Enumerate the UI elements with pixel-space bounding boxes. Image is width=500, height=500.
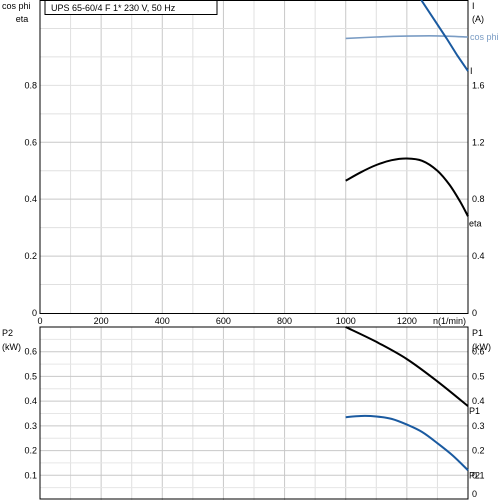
bottom-left-tick-label: 0.6	[24, 347, 37, 357]
right-tick-label: 1.2	[472, 137, 485, 147]
bottom-left-tick-label: 0.3	[24, 421, 37, 431]
bottom-series: P1 P2	[345, 326, 480, 480]
left-tick-label: 0.2	[24, 251, 37, 261]
bottom-left-tick-label: 0.2	[24, 446, 37, 456]
top-grid	[40, 0, 468, 313]
series-line-p2	[345, 414, 469, 472]
series-line-eta	[345, 157, 469, 217]
bottom-right-tick-label: 0.2	[472, 446, 485, 456]
series-line-i	[420, 0, 469, 72]
series-label-p1: P1	[469, 406, 480, 416]
right-axis-label-unit: (A)	[472, 14, 484, 24]
top-axis-labels: 0 200 400 600 800 1000 1200 0 0.2 0.4 0.6 0.8 0 0.4 0.…	[2, 1, 485, 326]
bottom-plot-frame	[39, 326, 469, 500]
top-chart: eta cos phi I 0 200 400 600 800 1000 1200 0 0.2 0.4…	[2, 0, 499, 326]
bottom-left-axis-label-p2: P2	[2, 328, 13, 338]
series-line-cos-phi	[345, 35, 469, 40]
left-axis-label-cosphi: cos phi	[2, 1, 31, 11]
bottom-axis-labels: 0.1 0.2 0.3 0.4 0.5 0.6 0 0.1 0.2 0.3 0.4 0.5 0.6 P2 (…	[2, 328, 491, 499]
x-tick-label: 600	[216, 316, 231, 326]
bottom-left-axis-unit: (kW)	[2, 342, 21, 352]
bottom-right-axis-unit: (kW)	[472, 342, 491, 352]
title-box	[44, 0, 218, 15]
right-tick-label: 0.4	[472, 251, 485, 261]
bottom-right-tick-label: 0.3	[472, 421, 485, 431]
bottom-right-tick-label: 0.1	[472, 470, 485, 480]
bottom-right-axis-label-p1: P1	[472, 328, 483, 338]
series-line-p1	[345, 326, 469, 407]
bottom-left-tick-label: 0.1	[24, 470, 37, 480]
bottom-right-tick-label: 0	[472, 489, 477, 499]
chart-title: UPS 65-60/4 F 1* 230 V, 50 Hz	[51, 3, 176, 13]
left-tick-label: 0.8	[24, 80, 37, 90]
series-label-cos-phi: cos phi	[470, 32, 499, 42]
bottom-right-tick-label: 0.4	[472, 396, 485, 406]
left-tick-label: 0.6	[24, 137, 37, 147]
x-tick-label: 1000	[336, 316, 356, 326]
right-axis-label-i: I	[472, 1, 475, 11]
left-tick-label: 0	[32, 308, 37, 318]
bottom-right-tick-label: 0.5	[472, 371, 485, 381]
left-tick-label: 0.4	[24, 194, 37, 204]
series-label-eta: eta	[469, 218, 482, 228]
top-plot-frame	[39, 0, 469, 314]
right-tick-label: 1.6	[472, 80, 485, 90]
x-tick-label: 0	[37, 316, 42, 326]
bottom-grid	[40, 327, 468, 500]
x-tick-label: 1200	[397, 316, 417, 326]
bottom-right-tick-label: 0.6	[472, 347, 485, 357]
x-tick-label: 400	[155, 316, 170, 326]
bottom-left-tick-label: 0.5	[24, 371, 37, 381]
x-axis-label: n(1/min)	[433, 316, 466, 326]
left-axis-label-eta: eta	[16, 14, 29, 24]
x-tick-label: 800	[277, 316, 292, 326]
series-label-i: I	[470, 66, 473, 76]
right-tick-label: 0.8	[472, 194, 485, 204]
series-label-p2: P2	[469, 470, 480, 480]
top-series: eta cos phi I	[345, 0, 499, 228]
x-tick-label: 200	[94, 316, 109, 326]
bottom-left-tick-label: 0.4	[24, 396, 37, 406]
right-tick-label: 0	[472, 308, 477, 318]
